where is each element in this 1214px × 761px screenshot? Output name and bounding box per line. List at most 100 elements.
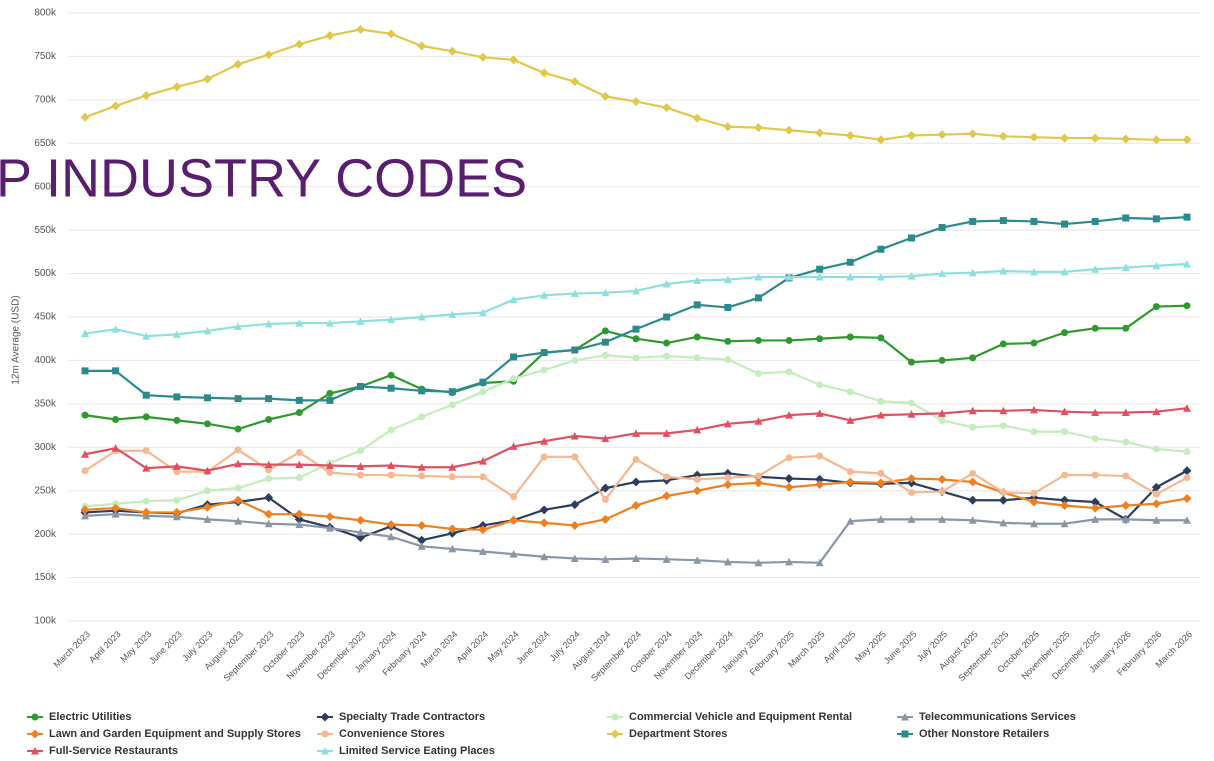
marker bbox=[417, 463, 426, 471]
marker bbox=[540, 552, 549, 561]
series bbox=[81, 302, 1191, 433]
marker bbox=[968, 516, 977, 524]
marker bbox=[693, 556, 702, 564]
marker bbox=[1183, 213, 1191, 221]
marker bbox=[478, 525, 488, 535]
marker bbox=[754, 294, 762, 302]
legend-text: Department Stores bbox=[629, 728, 727, 740]
marker bbox=[80, 505, 90, 515]
marker bbox=[326, 468, 334, 476]
marker bbox=[611, 713, 619, 721]
marker bbox=[570, 289, 579, 298]
marker bbox=[601, 327, 609, 335]
marker bbox=[601, 555, 610, 563]
marker bbox=[1029, 497, 1039, 507]
marker bbox=[325, 319, 334, 327]
y-tick-label: 150k bbox=[34, 572, 57, 583]
marker bbox=[265, 415, 273, 423]
marker bbox=[754, 336, 762, 344]
marker bbox=[815, 480, 825, 490]
marker bbox=[1183, 302, 1191, 310]
marker bbox=[938, 488, 946, 496]
marker bbox=[31, 713, 39, 721]
marker bbox=[264, 50, 274, 60]
marker bbox=[846, 416, 855, 424]
marker bbox=[998, 495, 1008, 505]
marker bbox=[81, 411, 89, 419]
marker bbox=[203, 326, 212, 335]
marker bbox=[693, 425, 702, 434]
marker bbox=[600, 483, 610, 493]
marker bbox=[356, 317, 365, 325]
marker bbox=[815, 558, 824, 567]
marker bbox=[417, 520, 427, 530]
marker bbox=[510, 375, 518, 383]
marker bbox=[968, 268, 977, 277]
marker bbox=[448, 401, 456, 409]
marker bbox=[387, 384, 395, 392]
marker bbox=[264, 519, 273, 528]
marker bbox=[907, 474, 916, 484]
marker bbox=[1091, 408, 1100, 417]
marker bbox=[1060, 407, 1069, 416]
marker bbox=[816, 452, 824, 460]
marker bbox=[692, 113, 702, 123]
marker bbox=[479, 388, 487, 396]
marker bbox=[753, 123, 763, 133]
marker bbox=[1183, 474, 1191, 482]
marker bbox=[876, 273, 885, 281]
marker bbox=[571, 453, 579, 461]
marker bbox=[1090, 497, 1100, 507]
line bbox=[84, 28, 1187, 141]
marker bbox=[264, 509, 274, 519]
marker bbox=[540, 437, 549, 445]
marker bbox=[1183, 404, 1191, 412]
marker bbox=[172, 82, 182, 92]
marker bbox=[1060, 267, 1069, 276]
marker bbox=[172, 462, 181, 470]
marker bbox=[846, 273, 855, 281]
legend-text: Other Nonstore Retailers bbox=[919, 728, 1049, 740]
marker bbox=[999, 217, 1007, 225]
marker bbox=[877, 245, 885, 253]
marker bbox=[937, 130, 947, 140]
marker bbox=[631, 477, 641, 487]
marker bbox=[234, 484, 242, 492]
x-tick-label: June 2024 bbox=[514, 629, 551, 666]
marker bbox=[723, 480, 733, 490]
marker bbox=[754, 273, 763, 281]
marker bbox=[1061, 428, 1069, 436]
marker bbox=[663, 313, 671, 321]
marker bbox=[570, 77, 580, 87]
legend-text: Full-Service Restaurants bbox=[49, 745, 178, 757]
marker bbox=[387, 532, 396, 541]
legend-text: Telecommunications Services bbox=[919, 711, 1076, 723]
marker bbox=[968, 477, 978, 487]
marker bbox=[539, 68, 549, 78]
marker bbox=[1151, 135, 1161, 145]
marker bbox=[142, 332, 151, 340]
legend-text: Electric Utilities bbox=[49, 711, 132, 723]
marker bbox=[112, 367, 120, 375]
marker bbox=[785, 411, 794, 419]
legend-text: Specialty Trade Contractors bbox=[339, 711, 485, 723]
marker bbox=[1151, 499, 1161, 509]
y-tick-label: 350k bbox=[34, 398, 57, 409]
marker bbox=[234, 322, 243, 331]
marker bbox=[877, 397, 885, 405]
marker bbox=[447, 46, 457, 56]
marker bbox=[325, 31, 335, 41]
marker bbox=[386, 29, 396, 39]
marker bbox=[846, 517, 855, 525]
marker bbox=[968, 129, 978, 139]
marker bbox=[845, 130, 855, 140]
marker bbox=[1152, 215, 1160, 223]
marker bbox=[172, 330, 181, 338]
marker bbox=[203, 487, 211, 495]
marker bbox=[356, 25, 365, 35]
marker bbox=[632, 455, 640, 463]
marker bbox=[876, 135, 886, 145]
marker bbox=[1029, 405, 1038, 414]
marker bbox=[938, 416, 946, 424]
marker bbox=[510, 353, 518, 361]
